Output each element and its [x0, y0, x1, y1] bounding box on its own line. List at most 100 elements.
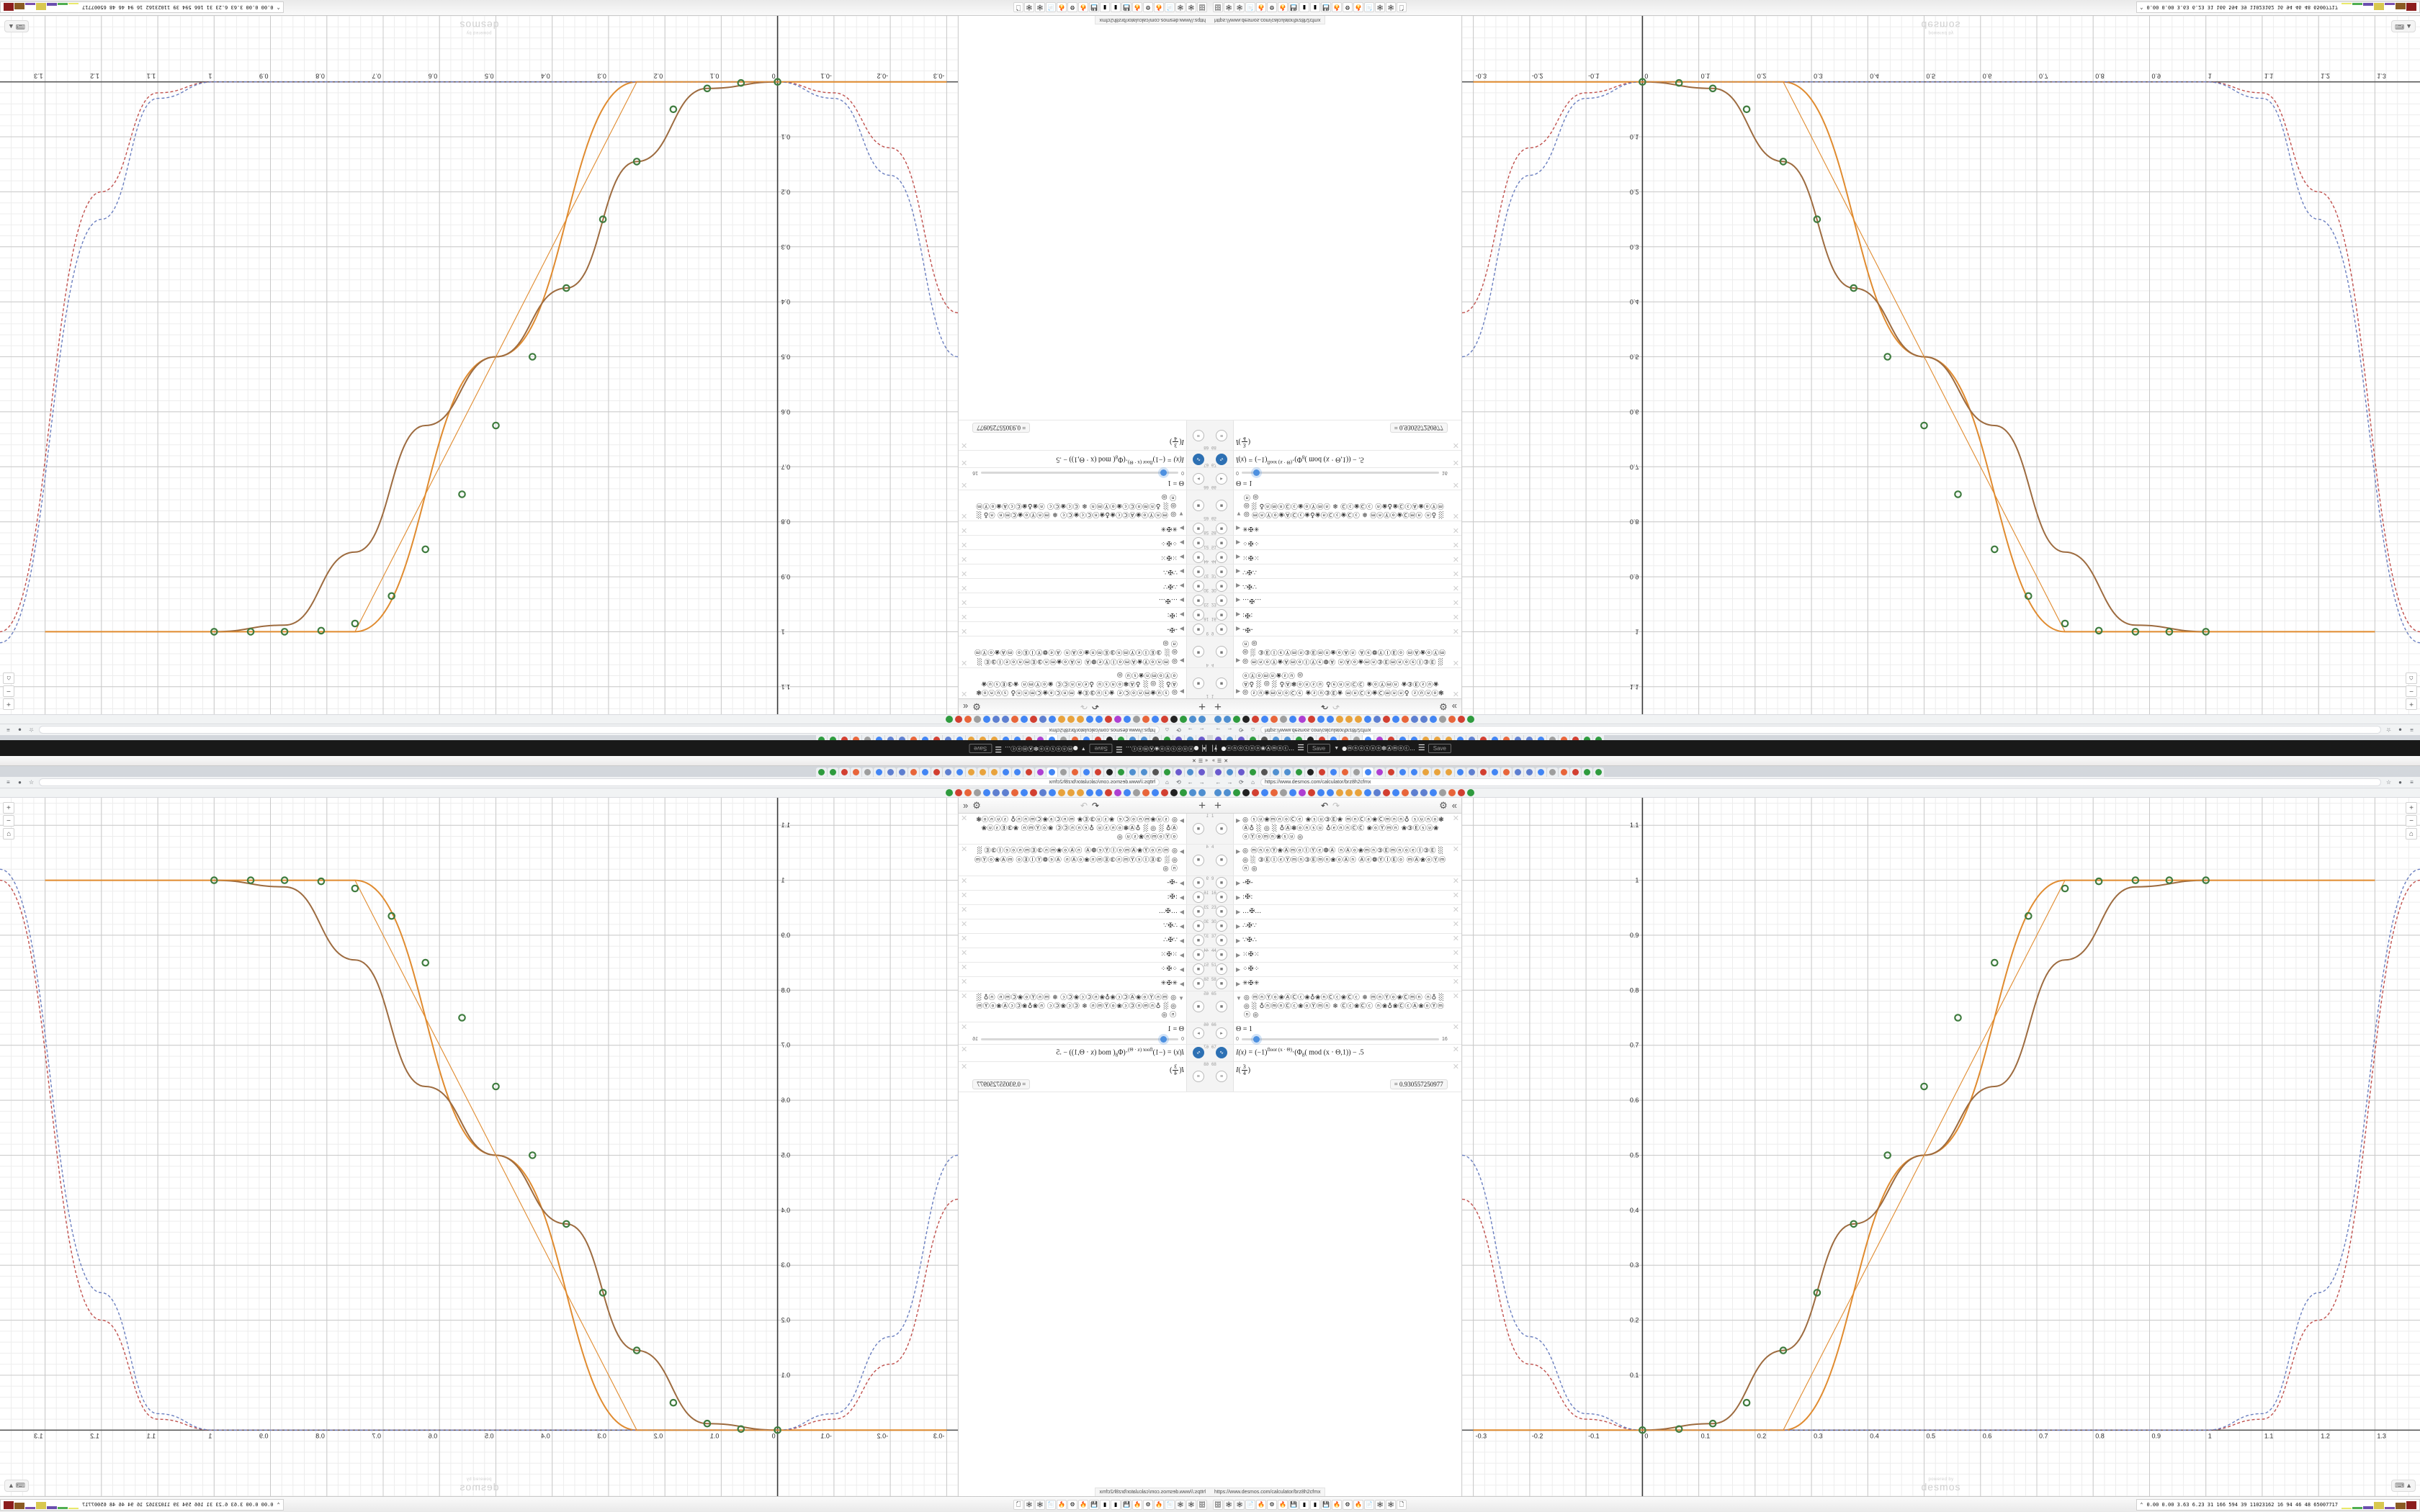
expression-row[interactable]: 67 ∿ I(x) = (−1)floor (x · Θ)·(Φ8( mod (…: [1210, 450, 1461, 468]
expression-row-body[interactable]: ▶ ⁙✠⁙: [1234, 948, 1451, 962]
browser-tab[interactable]: [1328, 768, 1339, 777]
window-icon[interactable]: 🗋: [1397, 1499, 1407, 1510]
delete-expression-icon[interactable]: ✕: [1452, 876, 1459, 886]
folder-icon[interactable]: ■: [1216, 906, 1227, 918]
bookmark-item[interactable]: [1030, 789, 1037, 796]
zoom-in-button[interactable]: +: [2406, 698, 2417, 710]
bookmark-item[interactable]: [1420, 789, 1428, 796]
bookmark-item[interactable]: [1224, 716, 1231, 723]
slider-knob[interactable]: [1160, 469, 1167, 477]
window-menu-icon[interactable]: ☰: [1116, 744, 1123, 753]
bookmark-item[interactable]: [1289, 716, 1296, 723]
expression-row[interactable]: 1 ■ ▶ ◎ ⓢⓤ❀ⓜⓝⓞⒸⓔ ❀ⓢⓤ③Ⓔ❀ ⓜⓝⒸⓐ❀Ⓒⓜⓝⓝ♁ ⓢⓤⓝⓞ❃…: [959, 667, 1210, 698]
delete-expression-icon[interactable]: ✕: [961, 934, 968, 943]
folder-icon[interactable]: ■: [1193, 920, 1204, 932]
browser-tab[interactable]: [966, 768, 977, 777]
firefox-icon[interactable]: 🕸: [1035, 2, 1045, 13]
folder-icon[interactable]: ■: [1216, 823, 1227, 835]
expand-caret-icon[interactable]: ▶: [1179, 688, 1184, 695]
firefox-icon[interactable]: 🕸: [1386, 2, 1396, 13]
delete-expression-icon[interactable]: ✕: [961, 583, 968, 593]
expand-caret-icon[interactable]: ▶: [1179, 908, 1184, 915]
window-list-entry[interactable]: ▲ ●ⓝⓝⓞⓢⓤⓞ❀Ⓐⓜⓞⓒ… ☰ Save: [1213, 743, 1331, 753]
delete-expression-icon[interactable]: ✕: [961, 612, 968, 621]
fraction-icon[interactable]: ≡: [1216, 429, 1227, 441]
window-arrow-icon[interactable]: ▼: [1334, 745, 1340, 751]
bookmark-item[interactable]: [1189, 716, 1196, 723]
browser-tab[interactable]: [1104, 768, 1115, 777]
bookmark-item[interactable]: [1152, 789, 1159, 796]
flame-icon[interactable]: 🔥: [1154, 1499, 1164, 1510]
delete-expression-icon[interactable]: ✕: [1452, 583, 1459, 593]
bookmark-item[interactable]: [1161, 716, 1168, 723]
redo-button[interactable]: ↷: [1080, 800, 1088, 811]
window-menu-icon[interactable]: ☰: [995, 744, 1003, 753]
folder-icon[interactable]: ■: [1193, 499, 1204, 511]
keyboard-collapse-icon[interactable]: ▲: [2406, 23, 2412, 30]
bookmark-item[interactable]: [1067, 716, 1075, 723]
browser-tab[interactable]: [1023, 768, 1034, 777]
undo-button[interactable]: ↶: [1091, 701, 1100, 712]
expression-row-body[interactable]: ▶ ✳✠✳: [969, 977, 1186, 991]
bookmark-item[interactable]: [946, 716, 953, 723]
slider-track[interactable]: [1241, 1035, 1439, 1043]
firefox-icon[interactable]: 🕸: [1024, 2, 1034, 13]
terminal-icon[interactable]: ▮: [1299, 2, 1309, 13]
delete-expression-icon[interactable]: ✕: [1452, 554, 1459, 564]
delete-expression-icon[interactable]: ✕: [961, 598, 968, 607]
expression-row-body[interactable]: ▶ ∵✠∴: [1234, 934, 1451, 948]
flame-icon[interactable]: 🔥: [1154, 2, 1164, 13]
bookmark-item[interactable]: [1448, 789, 1456, 796]
expression-row-body[interactable]: ▶ ◎ ⓢⓤ❀ⓜⓝⓞⒸⓔ ❀ⓢⓤ③Ⓔ❀ ⓜⓝⒸⓐ❀Ⓒⓜⓝⓝ♁ ⓢⓤⓝⓞ❃Ⓐ♁ ░…: [1234, 668, 1451, 698]
stepper-icon[interactable]: ▸: [1216, 1027, 1227, 1040]
expression-row-body[interactable]: ▶ ◎ ⓜⓝⓞⓎ❀ⒶⓜⓞⒾⓎⓔ❁Ⓐ ⓝⒶⓞ❀ⓜⓝ③ⒺⓜⓝⓞⓔⒾ③Ⓔ ░ ◎ ░ …: [969, 845, 1186, 875]
wm-left-controls[interactable]: « ☰ ✕: [1192, 758, 1210, 764]
window-arrow-icon[interactable]: ▲: [1213, 745, 1219, 751]
expand-caret-icon[interactable]: ▶: [1236, 966, 1241, 973]
keyboard-toggle[interactable]: ⌨ ▲: [2391, 1480, 2416, 1492]
expression-row[interactable]: 65 ■ ▼ ◎ ⓜⓝⓎⓞ❀ⒶⒸⓒ❀♁❀ⓝⒸⓒ❀Ⓒⓒ ❄ ⓜⓝⓎⓞ❀Ⓒⓜⓝ ⓝ♁…: [1210, 991, 1461, 1023]
folder-icon[interactable]: ■: [1193, 891, 1204, 904]
browser-tab[interactable]: [1236, 768, 1247, 777]
forward-icon[interactable]: →: [1187, 726, 1193, 733]
window-list-entry[interactable]: ▼ ●ⓜⓝⓞⓢⓤⓞ❇Ⓐⓜⓞⓒ… ☰ Save: [1334, 743, 1451, 753]
terminal-icon[interactable]: ▮: [1310, 2, 1320, 13]
firefox-icon[interactable]: 🕸: [1024, 1499, 1034, 1510]
delete-expression-icon[interactable]: ✕: [961, 876, 968, 886]
slider-control[interactable]: 0 16: [972, 1035, 1184, 1043]
folder-icon[interactable]: ■: [1216, 551, 1227, 563]
delete-expression-icon[interactable]: ✕: [1452, 540, 1459, 549]
bookmark-item[interactable]: [1280, 789, 1287, 796]
taskbar-items[interactable]: 🗄 🕸 🕸 📄 🔥 ⚙ 🔥 💾 ▮ ▮ 💾 🔥 ⚙ 🔥 📄 🕸 🕸 🗋: [1013, 1499, 1210, 1510]
browser-tab[interactable]: [989, 768, 1000, 777]
bookmark-item[interactable]: [1214, 716, 1222, 723]
bookmark-item[interactable]: [1198, 789, 1206, 796]
expression-row-body[interactable]: ▶ ✳✠✳: [969, 521, 1186, 535]
expression-row[interactable]: 51 ■ ▶ ⁘✠⁘ ✕: [1210, 962, 1461, 977]
bookmark-item[interactable]: [1327, 789, 1334, 796]
window-icon[interactable]: 🗋: [1013, 1499, 1023, 1510]
firefox-icon[interactable]: 🕸: [1035, 1499, 1045, 1510]
window-icon[interactable]: 🗋: [1397, 2, 1407, 13]
zoom-controls[interactable]: + − ⌂: [2406, 802, 2417, 840]
folder-icon[interactable]: ■: [1216, 646, 1227, 658]
expression-row[interactable]: 4 ■ ▶ ◎ ⓜⓝⓞⓎ❀ⒶⓜⓞⒾⓎⓔ❁Ⓐ ⓝⒶⓞ❀ⓜⓝ③ⒺⓜⓝⓞⓔⒾ③Ⓔ ░ …: [959, 845, 1210, 876]
expand-caret-icon[interactable]: ▼: [1236, 994, 1242, 1002]
slider-control[interactable]: 0 16: [972, 469, 1184, 477]
expression-row-body[interactable]: ▶ :✠:: [1234, 608, 1451, 621]
delete-expression-icon[interactable]: ✕: [1452, 612, 1459, 621]
system-monitor-collapse-icon[interactable]: ⌃: [2140, 1501, 2143, 1508]
folder-icon[interactable]: ■: [1193, 978, 1204, 990]
browser-tab[interactable]: [977, 768, 988, 777]
expression-row[interactable]: 66 ▸ Θ = 1 0 16 ✕: [1210, 1022, 1461, 1045]
expression-row-body[interactable]: ▶ ✳✠✳: [1234, 977, 1451, 991]
expression-row[interactable]: 67 ∿ I(x) = (−1)floor (x · Θ)·(Φ8( mod (…: [1210, 1044, 1461, 1062]
collapse-panel-icon[interactable]: «: [962, 701, 969, 712]
graph-canvas[interactable]: -0.3 -0.2 -0.1 0 0.1 0.2 0.3 0.4 0.5 0.6 0.7 0.8 0.9…: [0, 16, 958, 714]
browser-tab[interactable]: [1536, 768, 1546, 777]
expression-row[interactable]: 4 ■ ▶ ◎ ⓜⓝⓞⓎ❀ⒶⓜⓞⒾⓎⓔ❁Ⓐ ⓝⒶⓞ❀ⓜⓝ③ⒺⓜⓝⓞⓔⒾ③Ⓔ ░ …: [959, 636, 1210, 667]
bookmark-item[interactable]: [1261, 716, 1268, 723]
delete-expression-icon[interactable]: ✕: [1452, 569, 1459, 578]
delete-expression-icon[interactable]: ✕: [961, 1023, 968, 1032]
expression-row-body[interactable]: ▶ ◎ ⓜⓝⓞⓎ❀ⒶⓜⓞⒾⓎⓔ❁Ⓐ ⓝⒶⓞ❀ⓜⓝ③ⒺⓜⓝⓞⓔⒾ③Ⓔ ░ ◎ ░ …: [1234, 845, 1451, 875]
